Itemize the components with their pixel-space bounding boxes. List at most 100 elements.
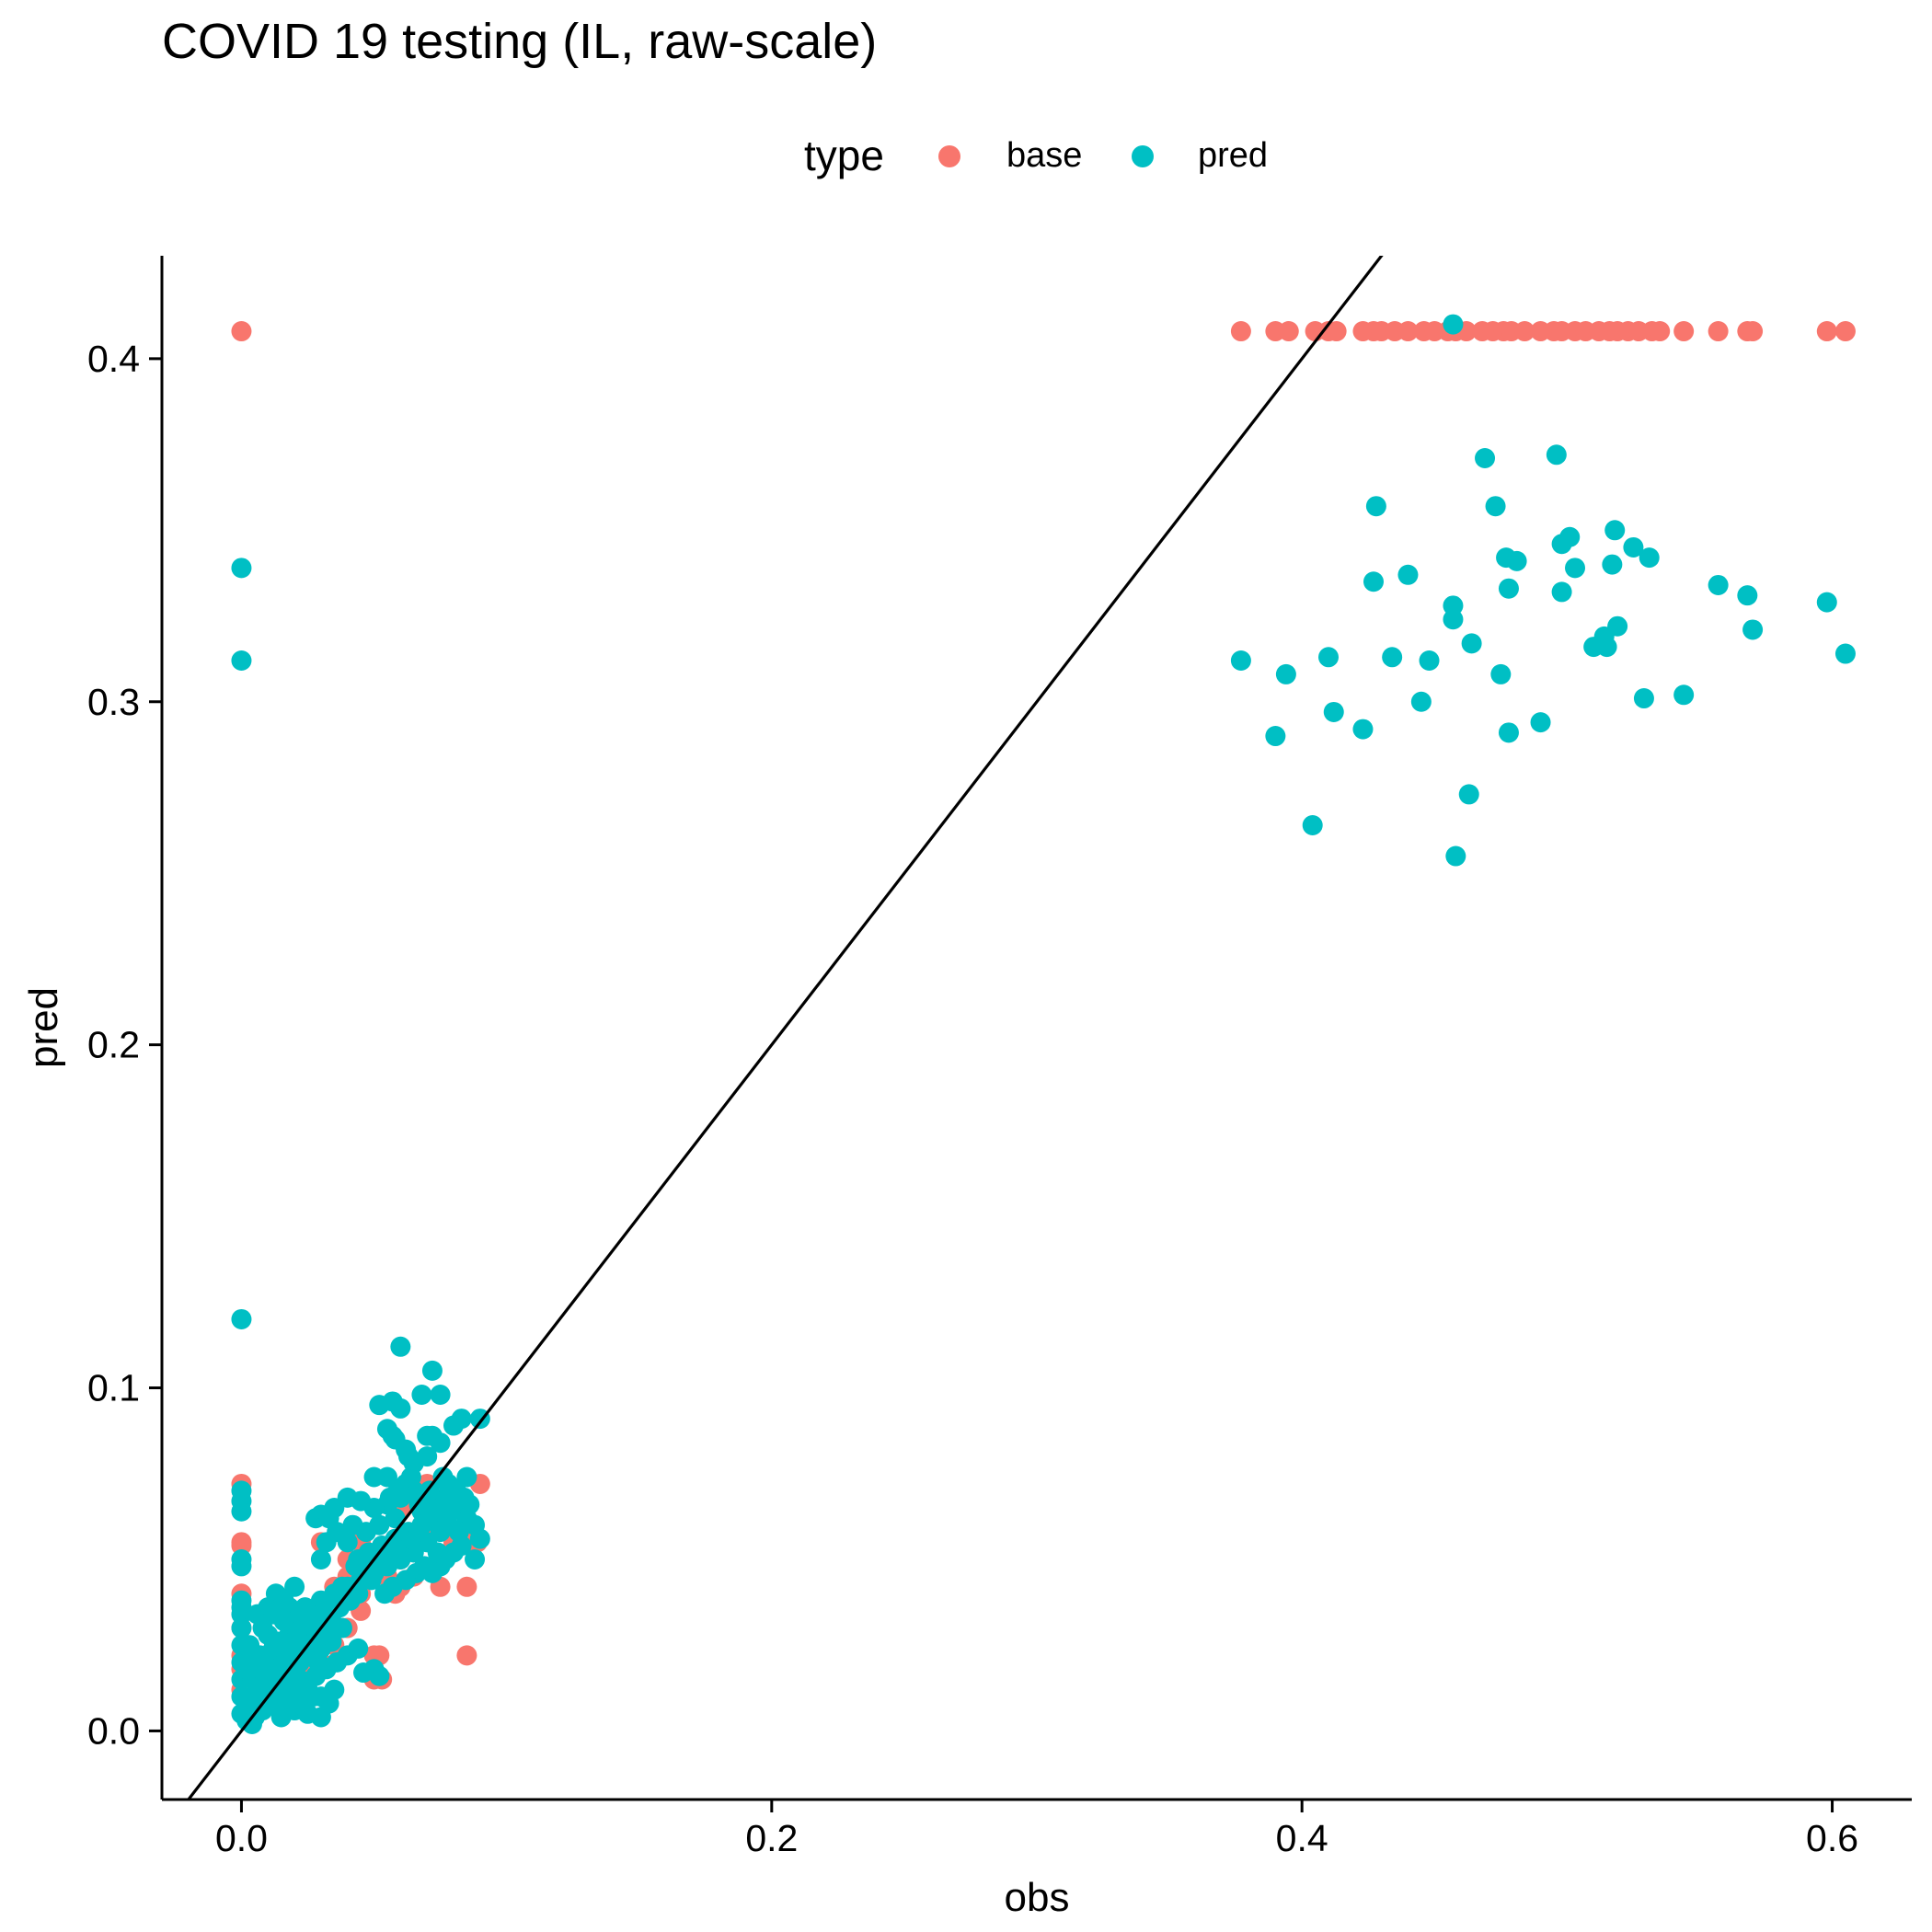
point-pred xyxy=(1445,845,1466,867)
point-pred xyxy=(231,1556,252,1577)
point-base xyxy=(1742,321,1764,342)
point-pred xyxy=(1742,619,1764,640)
point-pred xyxy=(1596,637,1617,658)
point-pred xyxy=(432,1466,454,1488)
x-tick-label: 0.6 xyxy=(1806,1817,1858,1859)
point-pred xyxy=(1546,444,1567,466)
legend-label-base: base xyxy=(1006,136,1083,175)
x-tick-label: 0.2 xyxy=(745,1817,798,1859)
y-tick-label: 0.3 xyxy=(87,681,140,723)
point-pred xyxy=(263,1604,284,1625)
point-pred xyxy=(231,1308,252,1329)
point-base xyxy=(456,1576,477,1597)
y-tick-label: 0.2 xyxy=(87,1024,140,1066)
point-pred xyxy=(1443,609,1464,630)
point-pred xyxy=(1419,650,1440,672)
point-pred xyxy=(247,1693,268,1714)
legend: type base pred xyxy=(0,131,1932,186)
point-pred xyxy=(469,1528,490,1549)
point-pred xyxy=(441,1501,462,1522)
legend-key-pred xyxy=(1132,145,1154,167)
point-base xyxy=(231,321,252,342)
point-pred xyxy=(369,1395,390,1416)
point-pred xyxy=(379,1487,400,1508)
point-base xyxy=(1397,321,1419,342)
y-tick-label: 0.4 xyxy=(87,338,140,380)
point-base xyxy=(456,1645,477,1666)
point-pred xyxy=(1230,650,1251,672)
point-pred xyxy=(369,1514,390,1535)
point-pred xyxy=(430,1432,451,1454)
point-pred xyxy=(1639,547,1660,569)
point-pred xyxy=(310,1548,331,1570)
point-pred xyxy=(1559,526,1581,547)
point-pred xyxy=(1352,719,1374,740)
point-base xyxy=(1278,321,1299,342)
point-pred xyxy=(249,1645,270,1666)
point-pred xyxy=(1490,663,1512,684)
point-pred xyxy=(459,1494,480,1515)
point-pred xyxy=(369,1665,390,1686)
point-base xyxy=(1673,321,1695,342)
legend-label-pred: pred xyxy=(1198,136,1269,175)
point-pred xyxy=(1382,647,1403,668)
x-ticks: 0.0 0.2 0.4 0.6 xyxy=(215,1800,1858,1859)
point-pred xyxy=(308,1651,329,1673)
point-pred xyxy=(1265,726,1286,747)
series-pred xyxy=(231,314,1856,1734)
point-base xyxy=(1650,321,1671,342)
x-tick-label: 0.0 xyxy=(215,1817,268,1859)
y-tick-label: 0.0 xyxy=(87,1709,140,1752)
point-pred xyxy=(411,1384,432,1405)
point-base xyxy=(1834,321,1856,342)
point-pred xyxy=(1323,701,1344,722)
point-pred xyxy=(260,1659,282,1680)
point-pred xyxy=(1708,574,1729,595)
point-base xyxy=(1230,321,1251,342)
point-base xyxy=(1326,321,1347,342)
point-base xyxy=(1816,321,1837,342)
identity-line xyxy=(186,256,1384,1800)
point-pred xyxy=(374,1583,396,1604)
point-pred xyxy=(1816,592,1837,613)
point-pred xyxy=(427,1542,448,1563)
point-pred xyxy=(1602,554,1623,575)
point-pred xyxy=(276,1645,297,1666)
point-pred xyxy=(353,1662,374,1684)
point-pred xyxy=(1475,448,1496,469)
x-tick-label: 0.4 xyxy=(1276,1817,1328,1859)
point-pred xyxy=(390,1397,411,1419)
point-pred xyxy=(1737,585,1758,606)
point-base xyxy=(1514,321,1535,342)
point-pred xyxy=(1318,647,1339,668)
y-tick-label: 0.1 xyxy=(87,1367,140,1409)
point-pred xyxy=(318,1693,339,1714)
point-pred xyxy=(337,1532,358,1553)
point-pred xyxy=(363,1466,385,1488)
point-pred xyxy=(1410,691,1432,712)
point-pred xyxy=(421,1360,443,1381)
chart-title: COVID 19 testing (IL, raw-scale) xyxy=(162,14,878,69)
point-base xyxy=(1708,321,1729,342)
point-pred xyxy=(1363,571,1384,592)
point-pred xyxy=(300,1611,321,1632)
point-pred xyxy=(465,1548,486,1570)
point-pred xyxy=(1461,633,1482,654)
point-pred xyxy=(443,1415,464,1436)
point-pred xyxy=(456,1466,477,1488)
y-ticks: 0.0 0.1 0.2 0.3 0.4 xyxy=(87,338,162,1752)
point-pred xyxy=(1458,784,1479,805)
point-pred xyxy=(1633,688,1654,709)
point-pred xyxy=(1397,564,1419,585)
point-pred xyxy=(231,1617,252,1639)
point-pred xyxy=(400,1466,421,1488)
point-pred xyxy=(231,1501,252,1522)
point-pred xyxy=(1506,550,1527,571)
point-pred xyxy=(1302,814,1323,835)
point-pred xyxy=(390,1336,411,1357)
point-pred xyxy=(361,1570,382,1591)
legend-key-base xyxy=(938,145,960,167)
points-layer xyxy=(231,314,1856,1734)
point-pred xyxy=(1623,536,1644,558)
